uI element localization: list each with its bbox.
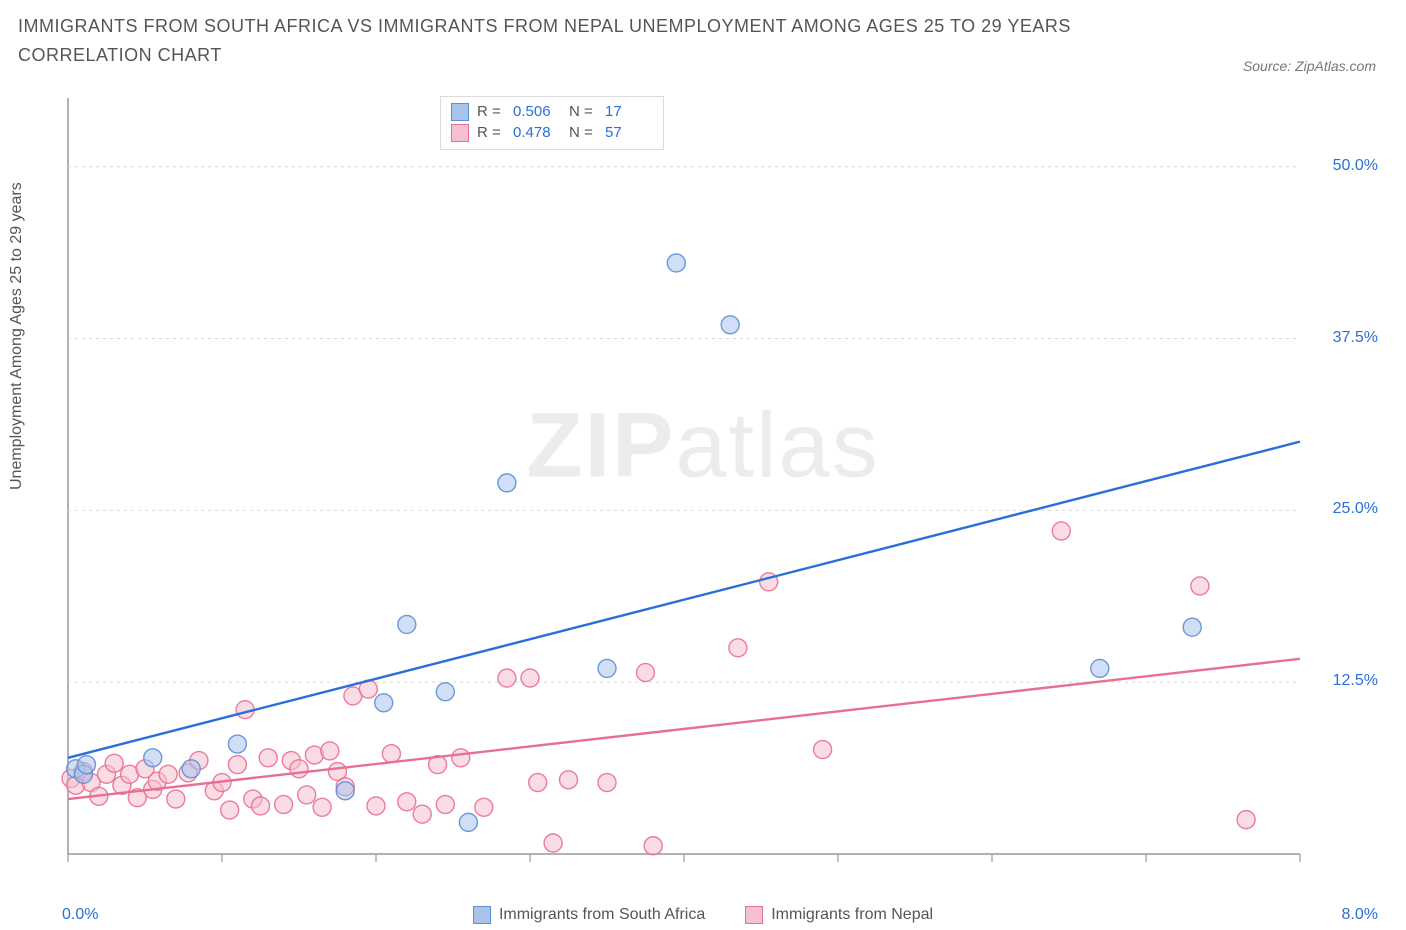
legend-N-label: N =: [569, 101, 597, 122]
legend-item-south-africa: Immigrants from South Africa: [473, 906, 705, 924]
legend-item-nepal: Immigrants from Nepal: [745, 906, 933, 924]
y-tick-label: 25.0%: [1333, 500, 1378, 518]
swatch-south-africa: [473, 906, 491, 924]
legend-label-nepal: Immigrants from Nepal: [771, 906, 933, 924]
chart-title: IMMIGRANTS FROM SOUTH AFRICA VS IMMIGRAN…: [18, 12, 1146, 70]
legend-R-value-np: 0.478: [513, 122, 561, 143]
series-legend: Immigrants from South Africa Immigrants …: [0, 906, 1406, 924]
y-tick-label: 12.5%: [1333, 672, 1378, 690]
scatter-svg: [60, 92, 1370, 882]
legend-row-nepal: R = 0.478 N = 57: [451, 122, 653, 143]
plot-area: [60, 92, 1370, 882]
swatch-nepal: [451, 124, 469, 142]
legend-N-label: N =: [569, 122, 597, 143]
y-tick-label: 50.0%: [1333, 157, 1378, 175]
legend-R-label: R =: [477, 101, 505, 122]
legend-label-south-africa: Immigrants from South Africa: [499, 906, 705, 924]
source-credit: Source: ZipAtlas.com: [1243, 58, 1376, 74]
legend-R-value-sa: 0.506: [513, 101, 561, 122]
swatch-nepal: [745, 906, 763, 924]
swatch-south-africa: [451, 103, 469, 121]
correlation-legend: R = 0.506 N = 17 R = 0.478 N = 57: [440, 96, 664, 150]
legend-N-value-np: 57: [605, 122, 653, 143]
legend-R-label: R =: [477, 122, 505, 143]
y-axis-label: Unemployment Among Ages 25 to 29 years: [8, 182, 26, 490]
legend-N-value-sa: 17: [605, 101, 653, 122]
legend-row-south-africa: R = 0.506 N = 17: [451, 101, 653, 122]
y-tick-label: 37.5%: [1333, 329, 1378, 347]
